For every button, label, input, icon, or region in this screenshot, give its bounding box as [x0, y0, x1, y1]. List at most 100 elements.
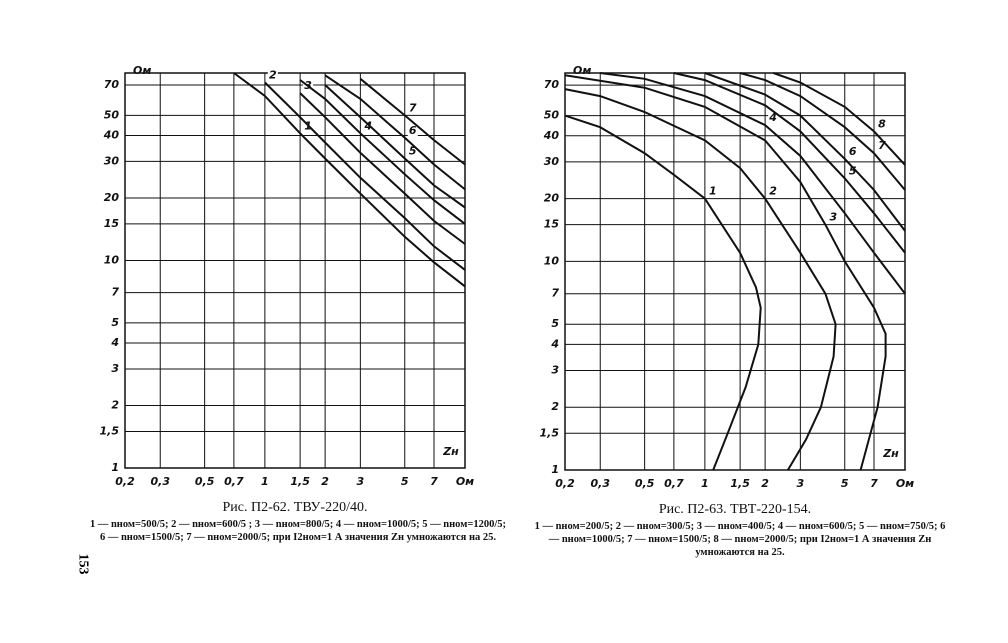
y-tick-label: 10 [104, 253, 120, 266]
x-axis-label: Zн [442, 445, 459, 458]
chart-title: Рис. П2-62. ТВУ-220/40. [223, 500, 368, 515]
curve [600, 72, 906, 295]
x-tick-label: 5 [401, 475, 409, 488]
curve [359, 78, 466, 166]
curve [299, 79, 466, 225]
caption: 1 — nном=200/5; 2 — nном=300/5; 3 — nном… [534, 521, 946, 558]
x-tick-label: 0,2 [115, 475, 135, 488]
label-bg [877, 139, 888, 153]
y-tick-label: 15 [104, 217, 120, 230]
x-tick-label: 1 [261, 475, 269, 488]
curve [564, 114, 762, 471]
x-tick-label: 0,5 [635, 477, 655, 490]
curve-label: 2 [269, 68, 277, 81]
y-tick-label: 3 [111, 362, 119, 375]
y-tick-label: 7 [551, 287, 559, 300]
x-tick-label: Ом [456, 475, 474, 488]
curve-label: 7 [878, 139, 886, 152]
caption: 1 — nном=500/5; 2 — nном=600/5 ; 3 — nно… [89, 519, 507, 543]
curve-label: 7 [409, 101, 417, 114]
y-tick-label: 7 [111, 286, 119, 299]
x-tick-label: 1,5 [290, 475, 310, 488]
curve [324, 84, 466, 209]
x-tick-label: 0,5 [195, 475, 215, 488]
label-bg [768, 111, 779, 125]
curve-label: 4 [768, 111, 777, 124]
curve-label: 1 [709, 185, 717, 198]
curve-label: 6 [849, 145, 857, 158]
x-tick-label: 0,2 [555, 477, 575, 490]
x-tick-label: 7 [870, 477, 878, 490]
curve [739, 72, 906, 191]
y-tick-label: 1 [111, 461, 119, 474]
curve [673, 72, 906, 254]
y-tick-label: 40 [543, 129, 560, 142]
y-tick-label: 40 [103, 128, 120, 141]
curve-label: 6 [409, 124, 417, 137]
x-axis-label: Zн [882, 447, 899, 460]
x-tick-label: 2 [761, 477, 769, 490]
plot-frame [564, 72, 906, 471]
y-tick-label: 30 [544, 155, 560, 168]
curve [704, 72, 906, 232]
curve [264, 81, 466, 271]
y-tick-label: 70 [104, 78, 120, 91]
curve-label: 8 [878, 117, 886, 130]
curve-label: 4 [364, 119, 373, 132]
label-bg [768, 184, 779, 198]
label-bg [707, 184, 718, 198]
label-bg [828, 210, 839, 224]
label-bg [877, 117, 888, 131]
curve [564, 74, 887, 471]
y-tick-label: 3 [551, 363, 559, 376]
label-bg [407, 144, 418, 158]
y-tick-label: 1,5 [540, 426, 560, 439]
label-bg [847, 144, 858, 158]
x-tick-label: Ом [896, 477, 914, 490]
label-bg [407, 101, 418, 115]
y-tick-label: 50 [104, 108, 120, 121]
x-tick-label: 0,7 [664, 477, 684, 490]
y-tick-label: 20 [544, 192, 560, 205]
label-bg [267, 68, 278, 82]
y-tick-label: 2 [111, 399, 119, 412]
y-tick-label: 5 [111, 316, 119, 329]
curve [324, 74, 466, 191]
x-tick-label: 5 [841, 477, 849, 490]
y-tick-label: 15 [544, 218, 560, 231]
y-tick-label: 4 [110, 336, 119, 349]
y-tick-label: 70 [544, 78, 560, 91]
y-tick-label: 10 [544, 254, 560, 267]
x-tick-label: 0,7 [224, 475, 244, 488]
curve [564, 88, 837, 471]
x-tick-label: 7 [430, 475, 438, 488]
page-number: 153 [75, 553, 91, 575]
curve-label: 5 [409, 144, 417, 157]
y-tick-label: 1 [551, 463, 559, 476]
label-bg [407, 123, 418, 137]
y-tick-label: 20 [104, 191, 120, 204]
curve-label: 5 [849, 164, 857, 177]
x-tick-label: 0,3 [150, 475, 170, 488]
y-tick-label: 1,5 [100, 424, 120, 437]
curve [233, 72, 466, 288]
x-tick-label: 1 [701, 477, 709, 490]
curve [299, 92, 466, 245]
x-tick-label: 2 [321, 475, 329, 488]
curve [773, 72, 906, 166]
label-bg [847, 164, 858, 178]
y-tick-label: 5 [551, 317, 559, 330]
curve-label: 2 [769, 185, 777, 198]
y-tick-label: 4 [550, 337, 559, 350]
y-tick-label: 50 [544, 109, 560, 122]
curve-label: 3 [830, 211, 838, 224]
y-axis-label: Ом [573, 64, 591, 77]
y-tick-label: 30 [104, 154, 120, 167]
chart-title: Рис. П2-63. ТВТ-220-154. [659, 502, 811, 517]
x-tick-label: 3 [797, 477, 805, 490]
x-tick-label: 1,5 [730, 477, 750, 490]
y-axis-label: Ом [133, 64, 151, 77]
x-tick-label: 3 [357, 475, 365, 488]
